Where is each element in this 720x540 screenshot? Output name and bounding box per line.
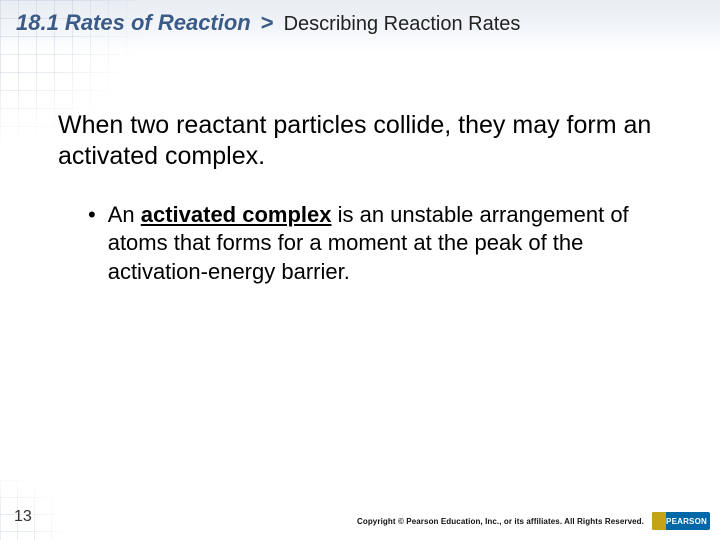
- footer: Copyright © Pearson Education, Inc., or …: [357, 512, 710, 530]
- bullet-item: • An activated complex is an unstable ar…: [88, 201, 670, 287]
- bullet-prefix: An: [108, 202, 141, 227]
- bullet-term: activated complex: [141, 202, 332, 227]
- pearson-logo: PEARSON: [652, 512, 710, 530]
- bullet-text: An activated complex is an unstable arra…: [108, 201, 670, 287]
- logo-accent: [652, 512, 666, 530]
- bullet-marker: •: [88, 201, 96, 287]
- header: 18.1 Rates of Reaction > Describing Reac…: [16, 10, 704, 36]
- lead-text: When two reactant particles collide, the…: [58, 110, 670, 173]
- logo-text: PEARSON: [666, 517, 707, 526]
- decorative-grid-bottom: [0, 480, 80, 540]
- chapter-label: 18.1 Rates of Reaction: [16, 10, 251, 36]
- copyright-text: Copyright © Pearson Education, Inc., or …: [357, 517, 644, 526]
- slide-content: When two reactant particles collide, the…: [58, 110, 670, 286]
- section-title: Describing Reaction Rates: [284, 13, 521, 36]
- chevron-icon: >: [261, 10, 274, 36]
- page-number: 13: [14, 508, 32, 526]
